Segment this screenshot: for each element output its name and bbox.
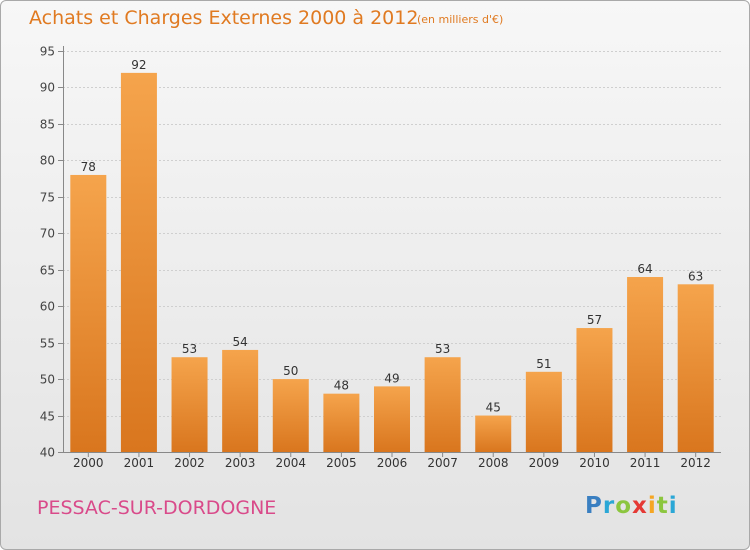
bar — [222, 349, 259, 452]
data-label: 53 — [435, 342, 450, 356]
labels: 78 92 53 54 50 48 49 53 45 51 57 64 63 — [81, 58, 704, 415]
data-label: 64 — [637, 262, 652, 276]
commune-name: PESSAC-SUR-DORDOGNE — [37, 497, 277, 519]
bar — [677, 284, 714, 452]
chart-subtitle: (en milliers d'€) — [417, 13, 504, 26]
data-label: 92 — [131, 58, 146, 72]
bar — [424, 357, 461, 452]
y-tick-label: 85 — [40, 118, 55, 132]
bar — [120, 72, 157, 452]
y-tick-label: 70 — [40, 227, 55, 241]
y-tick-label: 40 — [40, 446, 55, 460]
data-label: 63 — [688, 269, 703, 283]
logo-letter: t — [656, 493, 669, 519]
bar — [525, 371, 562, 452]
bar — [323, 393, 360, 452]
x-tick-label: 2012 — [680, 456, 711, 470]
y-tick-label: 45 — [40, 410, 55, 424]
y-tick-label: 60 — [40, 300, 55, 314]
y-tick-label: 65 — [40, 264, 55, 278]
x-tick-label: 2003 — [225, 456, 256, 470]
y-tick-label: 95 — [40, 45, 55, 59]
proxiti-logo: Proxiti — [585, 493, 678, 519]
data-label: 49 — [384, 371, 399, 385]
data-label: 50 — [283, 364, 298, 378]
y-tick-label: 50 — [40, 373, 55, 387]
logo-letter: r — [602, 493, 616, 519]
logo-letter: P — [585, 493, 603, 519]
x-tick-label: 2001 — [124, 456, 155, 470]
bars — [70, 72, 714, 453]
x-tick-label: 2008 — [478, 456, 509, 470]
x-tick-label: 2002 — [174, 456, 205, 470]
x-tick-label: 2004 — [275, 456, 306, 470]
logo-letter: i — [668, 493, 678, 519]
chart-title: Achats et Charges Externes 2000 à 2012 — [29, 7, 419, 29]
x-tick-label: 2009 — [529, 456, 560, 470]
data-label: 57 — [587, 313, 602, 327]
bar — [475, 415, 512, 452]
logo-letter: i — [647, 493, 657, 519]
data-label: 53 — [182, 342, 197, 356]
x-tick-label: 2000 — [73, 456, 104, 470]
data-label: 48 — [334, 379, 349, 393]
x-tick-label: 2007 — [427, 456, 458, 470]
bar — [171, 357, 208, 452]
bar — [627, 277, 664, 452]
x-tick-label: 2005 — [326, 456, 357, 470]
bar — [374, 386, 410, 452]
bar — [576, 328, 613, 452]
y-tick-label: 80 — [40, 154, 55, 168]
y-tick-label: 75 — [40, 191, 55, 205]
data-label: 78 — [81, 160, 96, 174]
y-tick-label: 55 — [40, 337, 55, 351]
bar — [70, 174, 107, 453]
x-tick-label: 2006 — [377, 456, 408, 470]
logo-letter: x — [632, 493, 648, 519]
data-label: 51 — [536, 357, 551, 371]
y-tick-label: 90 — [40, 81, 55, 95]
data-label: 54 — [233, 335, 248, 349]
x-tick-label: 2011 — [630, 456, 661, 470]
axes: 40 45 50 55 60 65 70 75 80 85 90 95 2000 2001 2002 2003… — [40, 45, 721, 470]
x-tick-label: 2010 — [579, 456, 610, 470]
bar — [272, 379, 309, 452]
data-label: 45 — [486, 401, 501, 415]
logo-letter: o — [615, 493, 633, 519]
